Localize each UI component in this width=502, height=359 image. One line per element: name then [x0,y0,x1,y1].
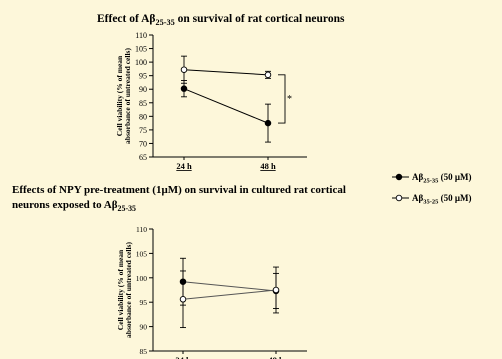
y-tick-label: 105 [136,249,148,258]
legend-marker [396,174,402,180]
y-tick-label: 70 [139,139,147,148]
y-axis-label: absorbance of untreated cells) [123,48,132,144]
x-tick-label: 48 h [268,355,284,359]
chart-title-line: Effects of NPY pre-treatment (1μM) on su… [12,184,346,196]
data-point [273,287,279,293]
data-point [181,86,187,92]
y-tick-label: 65 [139,153,147,162]
x-tick-label: 48 h [260,161,276,171]
y-tick-label: 95 [140,298,148,307]
y-axis-label: absorbance of untreated cells) [124,242,133,338]
x-tick-label: 24 h [176,161,192,171]
series-line [184,70,268,75]
y-tick-label: 80 [139,112,147,121]
chart-title: Effect of Aβ25-35 on survival of rat cor… [97,13,345,27]
significance-bracket [278,75,285,123]
y-tick-label: 110 [136,225,147,234]
series-line [183,290,276,299]
y-tick-label: 110 [135,31,147,40]
y-tick-label: 90 [139,85,147,94]
data-point [265,120,271,126]
significance-marker: * [287,94,292,105]
y-tick-label: 100 [136,274,148,283]
legend-label: Aβ35-25 (50 μM) [412,193,472,206]
x-tick-label: 24 h [175,355,191,359]
y-tick-label: 100 [135,58,147,67]
data-point [180,296,186,302]
y-tick-label: 85 [139,99,147,108]
y-tick-label: 85 [140,347,148,356]
chart-1: Effect of Aβ25-35 on survival of rat cor… [97,13,345,171]
legend-label: Aβ25-35 (50 μM) [412,172,472,185]
data-point [181,67,187,73]
data-point [265,72,271,78]
y-tick-label: 75 [139,126,147,135]
series-line [183,282,276,291]
y-tick-label: 105 [135,45,147,54]
y-tick-label: 90 [140,323,148,332]
chart-2: Effects of NPY pre-treatment (1μM) on su… [12,184,346,359]
y-tick-label: 95 [139,72,147,81]
legend-marker [396,195,402,201]
series-line [184,89,268,123]
legend: Aβ25-35 (50 μM) Aβ35-25 (50 μM) [392,172,472,206]
chart-title-line: neurons exposed to Aβ25-35 [12,199,136,213]
